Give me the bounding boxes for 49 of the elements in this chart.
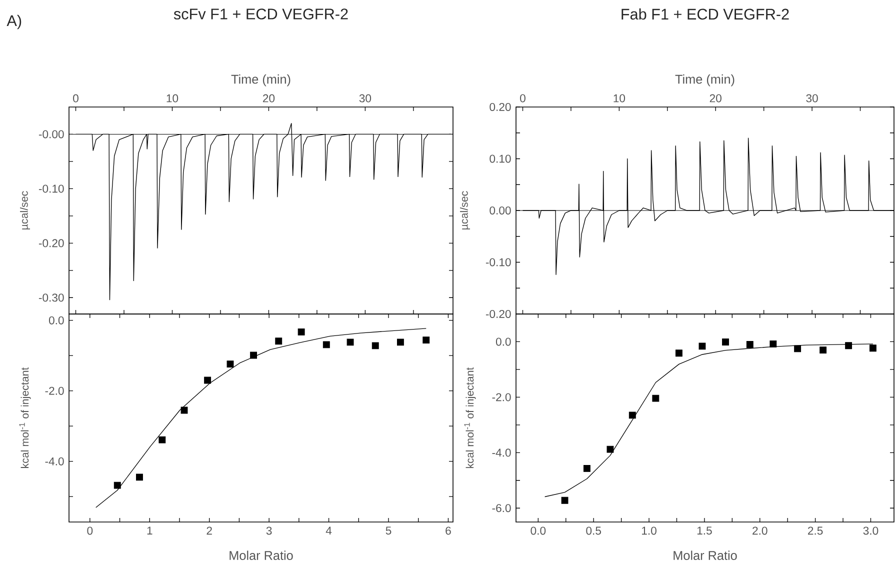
text: A) bbox=[6, 14, 22, 30]
y-tick-label: -2.0 bbox=[492, 393, 511, 402]
x-axis-title: Time (min) bbox=[675, 74, 734, 86]
x-tick-label: 0.0 bbox=[530, 526, 546, 535]
y-tick-label: 0.0 bbox=[496, 338, 511, 346]
y-tick-label: 0.20 bbox=[490, 102, 511, 111]
y-tick-label: 0.00 bbox=[490, 206, 511, 214]
x-tick-label: 20 bbox=[710, 94, 722, 102]
y-tick-label: -0.00 bbox=[38, 130, 64, 138]
x-tick-label: 2.0 bbox=[752, 526, 768, 535]
x-axis-title: Molar Ratio bbox=[674, 550, 737, 560]
y-axis-title: kcal mol$^{-1}$ of injectant bbox=[19, 367, 31, 468]
x-tick-label: 0 bbox=[87, 526, 93, 535]
x-tick-label: 1.0 bbox=[642, 526, 656, 535]
x-tick-label: 0 bbox=[520, 94, 526, 102]
y-axis-title: kcal mol$^{-1}$ of injectant bbox=[464, 367, 476, 468]
x-tick-label: 3.0 bbox=[863, 526, 878, 535]
y-axis-title: µcal/sec bbox=[460, 191, 470, 230]
y-axis-title: µcal/sec bbox=[20, 191, 30, 230]
x-tick-label: 5 bbox=[386, 526, 392, 535]
chart-title: Fab F1 + ECD VEGFR-2 bbox=[622, 8, 789, 20]
x-tick-label: 30 bbox=[359, 94, 372, 102]
chart-title: scFv F1 + ECD VEGFR-2 bbox=[174, 8, 348, 20]
y-tick-label: 0.10 bbox=[490, 154, 511, 163]
x-tick-label: 10 bbox=[166, 94, 178, 102]
x-tick-label: 3 bbox=[266, 526, 272, 535]
x-tick-label: 10 bbox=[614, 94, 626, 102]
x-tick-label: 1 bbox=[147, 526, 152, 534]
y-tick-label: -0.20 bbox=[38, 239, 64, 248]
x-tick-label: 30 bbox=[806, 94, 818, 102]
x-tick-label: 0.5 bbox=[586, 526, 602, 535]
x-axis-title: Molar Ratio bbox=[230, 550, 293, 560]
x-axis-title: Time (min) bbox=[231, 74, 290, 86]
x-tick-label: 20 bbox=[262, 94, 275, 102]
x-tick-label: 2 bbox=[206, 526, 212, 535]
x-tick-label: 0 bbox=[73, 94, 78, 102]
y-tick-label: -0.10 bbox=[38, 184, 64, 193]
x-tick-label: 4 bbox=[326, 526, 332, 534]
y-tick-label: -4.0 bbox=[45, 457, 64, 466]
y-tick-label: -2.0 bbox=[45, 386, 64, 395]
y-tick-label: -0.20 bbox=[486, 310, 511, 318]
x-tick-label: 2.5 bbox=[808, 526, 823, 535]
y-tick-label: -0.10 bbox=[486, 258, 511, 266]
y-tick-label: 0.0 bbox=[48, 316, 64, 324]
y-tick-label: -0.30 bbox=[38, 294, 64, 302]
y-tick-label: -4.0 bbox=[492, 448, 511, 457]
x-tick-label: 1.5 bbox=[697, 526, 712, 535]
x-tick-label: 6 bbox=[446, 526, 451, 535]
y-tick-label: -6.0 bbox=[492, 504, 511, 512]
